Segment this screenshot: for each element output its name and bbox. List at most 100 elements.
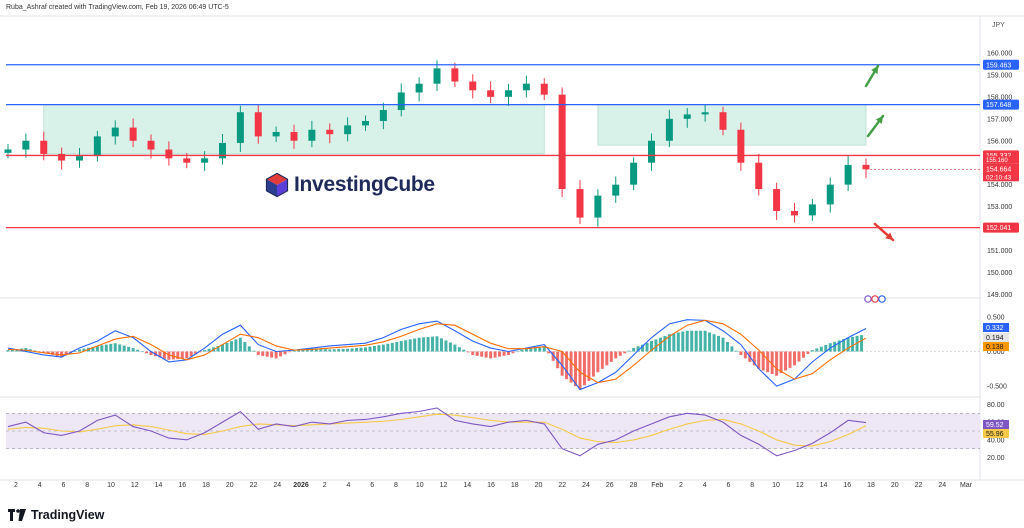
macd-histogram-bar bbox=[484, 351, 488, 358]
macd-histogram-bar bbox=[413, 338, 417, 352]
macd-histogram-bar bbox=[256, 351, 260, 355]
macd-histogram-bar bbox=[337, 349, 341, 352]
candle-body bbox=[773, 189, 781, 211]
macd-histogram-bar bbox=[51, 351, 55, 355]
candle-body bbox=[826, 184, 834, 205]
macd-tick-label: 0.500 bbox=[987, 314, 1005, 321]
macd-value-badge bbox=[983, 342, 1009, 351]
time-tick-label: 4 bbox=[347, 482, 351, 489]
macd-histogram-bar bbox=[511, 351, 515, 354]
time-tick-label: 18 bbox=[202, 482, 210, 489]
macd-histogram-bar bbox=[819, 346, 823, 352]
time-tick-label: 16 bbox=[178, 482, 186, 489]
candle-body bbox=[648, 140, 655, 163]
macd-histogram-bar bbox=[721, 337, 725, 352]
macd-value-badge bbox=[983, 333, 1009, 342]
macd-histogram-bar bbox=[453, 344, 457, 352]
rsi-tick-label: 20.00 bbox=[987, 455, 1005, 462]
price-tick-label: 149.000 bbox=[987, 292, 1012, 299]
macd-histogram-bar bbox=[127, 346, 131, 352]
macd-histogram-bar bbox=[341, 348, 345, 352]
candle-body bbox=[201, 158, 209, 163]
candle-body bbox=[791, 210, 798, 216]
macd-histogram-bar bbox=[846, 337, 850, 352]
macd-histogram-bar bbox=[650, 341, 653, 352]
macd-histogram-bar bbox=[699, 330, 703, 352]
candle-body bbox=[665, 118, 673, 141]
macd-histogram-bar bbox=[578, 351, 582, 390]
rsi-panel bbox=[6, 407, 980, 457]
macd-histogram-bar bbox=[810, 350, 814, 352]
time-tick-label: 8 bbox=[750, 482, 754, 489]
current-price-badge bbox=[983, 163, 1019, 182]
macd-histogram-bar bbox=[833, 341, 837, 352]
candle-body bbox=[737, 129, 745, 163]
macd-histogram-bar bbox=[46, 351, 50, 354]
macd-histogram-bar bbox=[694, 330, 698, 352]
time-tick-label: 2 bbox=[323, 482, 327, 489]
zone-rect bbox=[597, 104, 867, 146]
macd-histogram-bar bbox=[296, 349, 300, 352]
macd-histogram-bar bbox=[538, 346, 542, 352]
macd-histogram-bar bbox=[462, 349, 466, 352]
candle-body bbox=[183, 158, 191, 163]
macd-histogram-bar bbox=[247, 346, 251, 352]
macd-value-label: 0.332 bbox=[986, 325, 1004, 332]
candle-body bbox=[236, 112, 244, 143]
candle-body bbox=[40, 140, 48, 154]
macd-histogram-bar bbox=[645, 342, 649, 352]
macd-histogram-bar bbox=[113, 343, 117, 352]
macd-histogram-bar bbox=[587, 351, 591, 381]
chart-credit: Ruba_Ashraf created with TradingView.com… bbox=[6, 4, 229, 11]
macd-histogram-bar bbox=[431, 336, 435, 352]
macd-histogram-bar bbox=[399, 341, 403, 352]
arrow-up-icon-head bbox=[871, 66, 878, 74]
rsi-line bbox=[7, 407, 867, 457]
macd-histogram-bar bbox=[158, 351, 162, 358]
macd-histogram-bar bbox=[162, 351, 166, 359]
candle-body bbox=[272, 131, 280, 137]
macd-histogram-bar bbox=[842, 339, 846, 352]
tradingview-footer[interactable]: TradingView bbox=[8, 508, 104, 522]
time-tick-label: 8 bbox=[85, 482, 89, 489]
price-series bbox=[4, 60, 870, 227]
macd-histogram-bar bbox=[533, 347, 537, 352]
macd-histogram-bar bbox=[319, 348, 323, 352]
candle-body bbox=[576, 189, 584, 218]
macd-histogram-bar bbox=[444, 340, 448, 352]
macd-histogram-bar bbox=[507, 351, 510, 355]
macd-histogram-bar bbox=[627, 350, 631, 352]
time-tick-label: 2026 bbox=[293, 482, 309, 489]
macd-histogram-bar bbox=[498, 351, 502, 357]
time-tick-label: 22 bbox=[250, 482, 258, 489]
time-tick-label: 12 bbox=[131, 482, 139, 489]
candle-body bbox=[326, 129, 334, 135]
candle-body bbox=[129, 127, 137, 141]
macd-histogram-bar bbox=[395, 341, 399, 352]
macd-histogram-bar bbox=[203, 350, 207, 352]
macd-histogram-bar bbox=[775, 351, 779, 376]
brand-name: InvestingCube bbox=[294, 173, 435, 196]
candle-body bbox=[219, 142, 226, 159]
candle-body bbox=[612, 184, 620, 196]
indicator-status-icon bbox=[878, 295, 886, 303]
candle-body bbox=[469, 81, 477, 91]
time-tick-label: 16 bbox=[843, 482, 851, 489]
macd-histogram-bar bbox=[243, 341, 247, 352]
time-tick-label: 12 bbox=[440, 482, 448, 489]
macd-histogram-bar bbox=[815, 348, 819, 352]
macd-histogram-bar bbox=[600, 351, 604, 369]
macd-histogram-bar bbox=[377, 345, 381, 352]
candle-body bbox=[4, 149, 12, 153]
macd-histogram-bar bbox=[60, 351, 64, 358]
macd-histogram-bar bbox=[10, 349, 14, 352]
time-tick-label: Feb bbox=[651, 482, 663, 489]
macd-histogram-bar bbox=[426, 336, 430, 352]
time-tick-label: 24 bbox=[273, 482, 281, 489]
macd-histogram-bar bbox=[623, 351, 627, 354]
macd-histogram-bar bbox=[663, 335, 667, 352]
macd-histogram-bar bbox=[582, 351, 586, 386]
rsi-tick-label: 40.00 bbox=[987, 437, 1005, 444]
time-tick-label: 20 bbox=[226, 482, 234, 489]
